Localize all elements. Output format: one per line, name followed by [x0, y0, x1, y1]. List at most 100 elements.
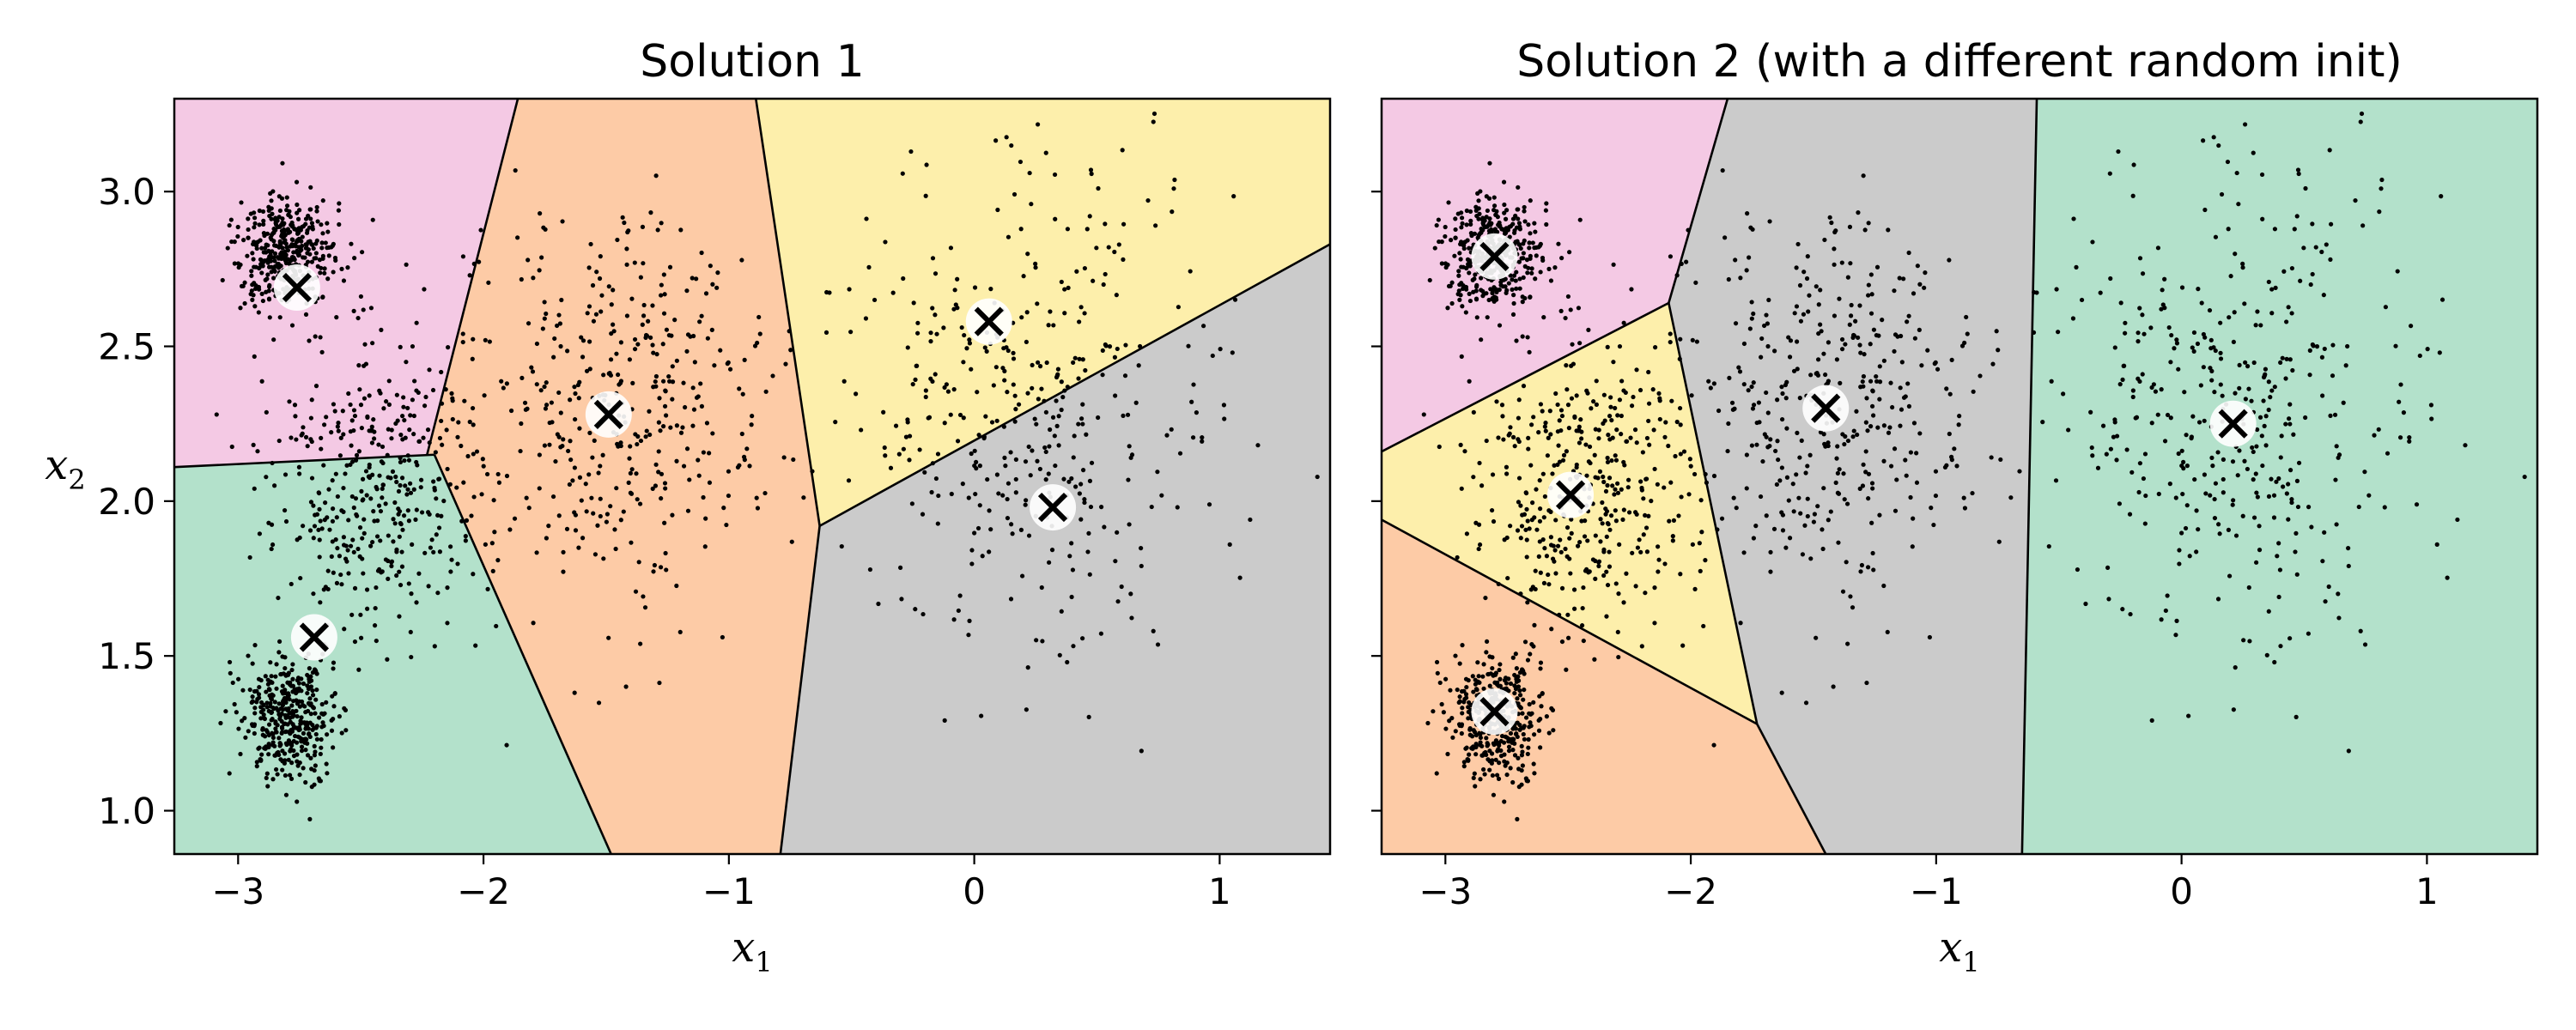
data-point — [1019, 315, 1024, 320]
data-point — [1094, 245, 1099, 251]
data-point — [594, 270, 599, 275]
data-point — [1475, 235, 1480, 240]
data-point — [557, 321, 563, 326]
data-point — [261, 715, 266, 720]
data-point — [266, 722, 272, 727]
data-point — [404, 262, 409, 267]
data-point — [1823, 444, 1828, 449]
data-point — [955, 276, 960, 282]
data-point — [2310, 342, 2315, 348]
data-point — [1537, 478, 1542, 483]
data-point — [1087, 214, 1092, 219]
data-point — [330, 518, 336, 524]
data-point — [329, 245, 334, 250]
data-point — [651, 569, 656, 574]
data-point — [1692, 471, 1698, 477]
data-point — [1490, 290, 1495, 296]
centroid-marker — [1802, 385, 1850, 432]
data-point — [264, 409, 269, 415]
data-point — [332, 409, 337, 414]
data-point — [1720, 167, 1725, 173]
data-point — [1678, 422, 1683, 427]
data-point — [1754, 442, 1759, 447]
data-point — [1060, 45, 1065, 49]
data-point — [2324, 242, 2329, 247]
data-point — [1089, 171, 1094, 177]
data-point — [1439, 261, 1444, 266]
data-point — [565, 348, 570, 354]
data-point — [380, 460, 386, 466]
data-point — [1027, 170, 1032, 176]
data-point — [1911, 516, 1916, 521]
data-point — [260, 732, 265, 737]
data-point — [271, 239, 276, 244]
data-point — [1437, 680, 1443, 686]
data-point — [1613, 518, 1619, 524]
data-point — [1832, 229, 1838, 235]
data-point — [573, 391, 578, 397]
data-point — [1579, 623, 1585, 628]
data-point — [308, 216, 313, 221]
data-point — [283, 518, 289, 524]
data-point — [2346, 748, 2351, 754]
data-point — [2116, 148, 2121, 154]
data-point — [1467, 752, 1472, 757]
data-point — [554, 323, 560, 329]
data-point — [1037, 364, 1043, 369]
data-point — [2211, 345, 2216, 350]
data-point — [1516, 674, 1521, 679]
data-point — [558, 410, 563, 415]
data-point — [287, 772, 293, 778]
data-point — [2455, 517, 2460, 523]
data-point — [1773, 448, 1778, 454]
data-point — [1072, 355, 1078, 360]
data-point — [369, 424, 374, 429]
data-point — [2140, 372, 2145, 377]
data-point — [1590, 557, 1596, 562]
data-point — [2254, 444, 2259, 449]
data-point — [271, 337, 276, 342]
data-point — [303, 748, 308, 753]
data-point — [2269, 388, 2275, 393]
data-point — [363, 361, 369, 367]
data-point — [1869, 403, 1875, 409]
data-point — [407, 427, 412, 433]
data-point — [276, 701, 282, 706]
data-point — [313, 731, 319, 737]
data-point — [2209, 378, 2215, 383]
data-point — [1525, 335, 1530, 340]
data-point — [1574, 393, 1579, 398]
data-point — [1026, 533, 1032, 538]
data-point — [1826, 379, 1832, 384]
data-point — [1034, 421, 1039, 427]
data-point — [1084, 432, 1089, 437]
data-point — [2286, 482, 2291, 487]
data-point — [230, 680, 235, 686]
data-point — [280, 683, 285, 688]
data-point — [1866, 221, 1871, 226]
data-point — [311, 536, 316, 541]
data-point — [1652, 585, 1657, 591]
data-point — [329, 430, 334, 435]
data-point — [1797, 282, 1803, 288]
data-point — [670, 397, 675, 402]
data-point — [1498, 280, 1504, 285]
data-point — [2191, 348, 2196, 354]
data-point — [1113, 393, 1118, 398]
data-point — [2249, 398, 2254, 403]
data-point — [1888, 380, 1893, 385]
data-point — [2358, 628, 2363, 633]
data-point — [1550, 707, 1556, 712]
plot-frame — [1380, 97, 2539, 856]
data-point — [283, 241, 289, 246]
data-point — [2031, 330, 2037, 335]
data-point — [258, 677, 264, 683]
data-point — [2242, 301, 2247, 306]
data-point — [1561, 452, 1567, 457]
data-point — [1678, 336, 1683, 342]
data-point — [1686, 492, 1692, 497]
data-point — [1757, 420, 1762, 425]
data-point — [1071, 644, 1076, 649]
data-point — [308, 712, 313, 717]
data-point — [1490, 665, 1495, 671]
